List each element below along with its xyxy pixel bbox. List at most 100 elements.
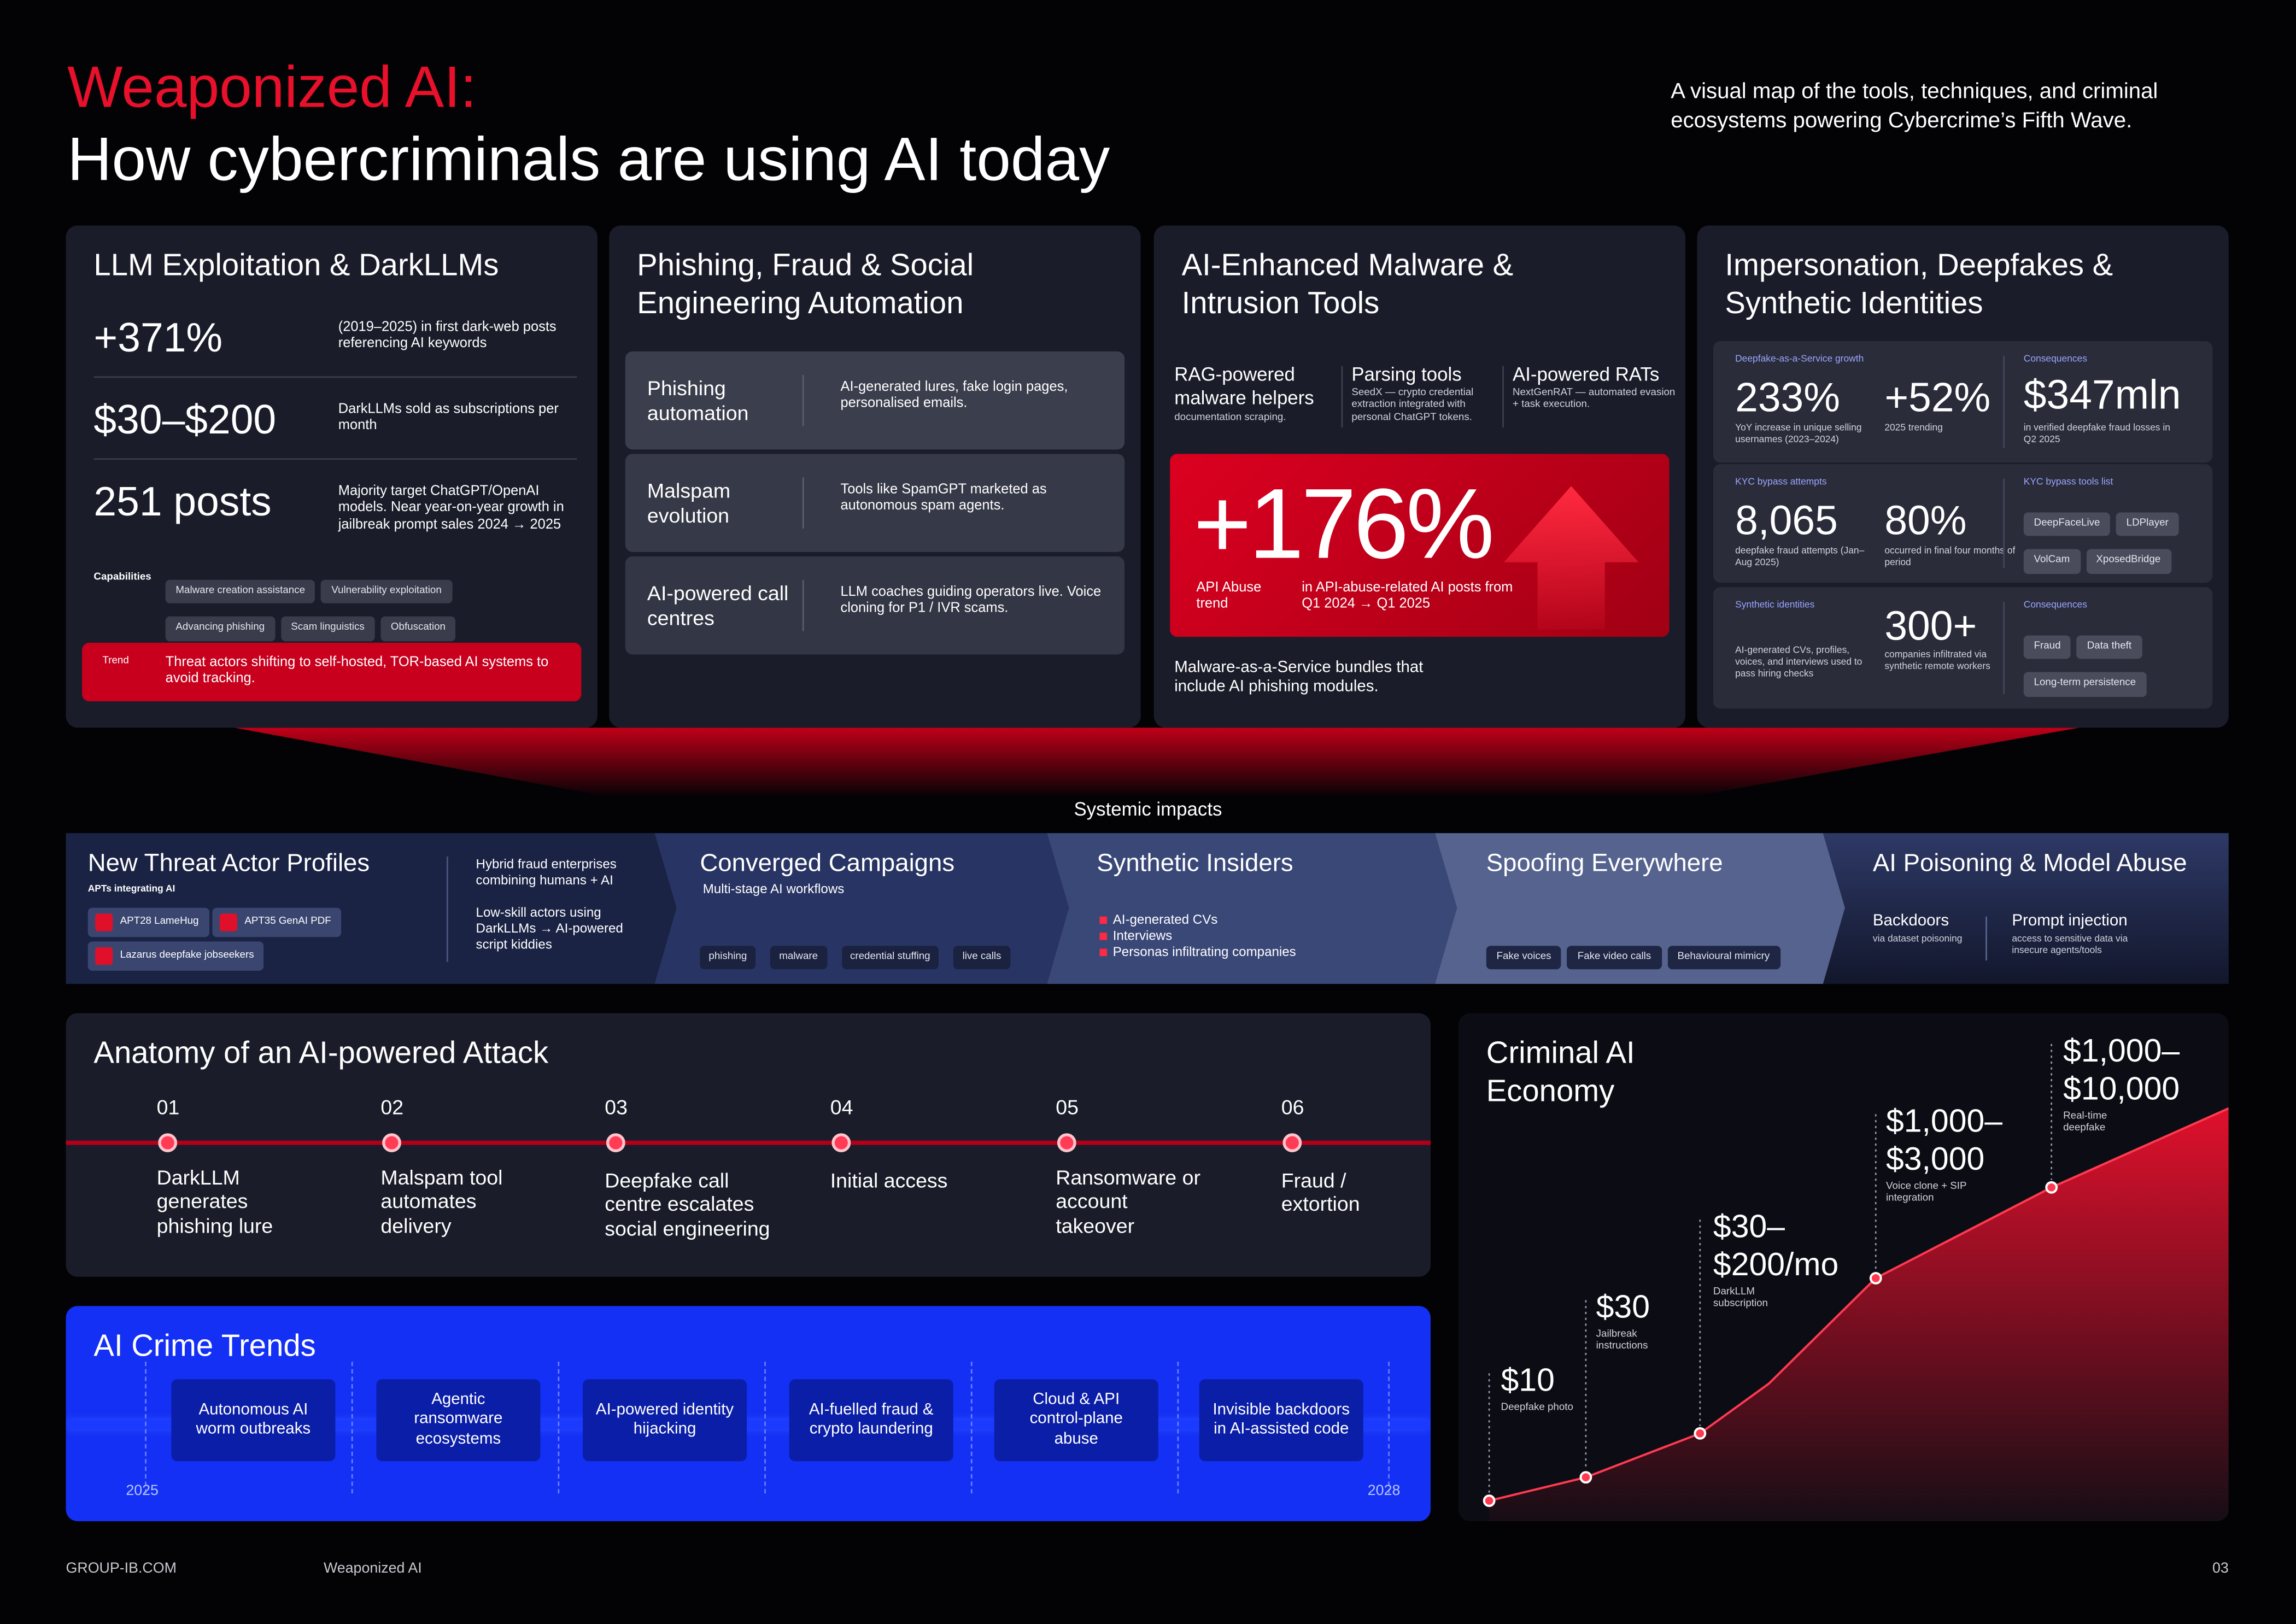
stat-value: +371% <box>93 314 223 360</box>
tick <box>1388 1362 1390 1494</box>
apt-icon <box>95 913 113 931</box>
tag: XposedBridge <box>2086 549 2171 574</box>
campaign-steps: phishing malware credential stuffing live c… <box>700 939 1024 976</box>
highlight-text: in API-abuse-related AI posts from Q1 20… <box>1302 579 1513 613</box>
capabilities-label: Capabilities <box>93 572 151 583</box>
row-text: LLM coaches guiding operators live. Voic… <box>840 584 1102 617</box>
step-num: 05 <box>1056 1095 1079 1119</box>
card: Phishing, Fraud & Social Engineering Aut… <box>609 225 1141 728</box>
apt-name: APT28 LameHug <box>120 916 199 927</box>
tag: Fake video calls <box>1567 946 1662 970</box>
tag: Long-term persistence <box>2023 672 2146 697</box>
divider <box>2003 355 2005 448</box>
divider <box>446 856 448 962</box>
insider-item: Personas infiltrating companies <box>1112 944 1296 959</box>
glow <box>234 728 2080 798</box>
stat-text: DarkLLMs sold as subscriptions per month <box>338 401 559 434</box>
apt-chip: APT35 GenAI PDF <box>212 907 342 937</box>
step-num: 06 <box>1281 1095 1304 1119</box>
highlight: +176% API Abuse trend in API-abuse-related… <box>1170 454 1670 637</box>
actor-note: Low-skill actors using DarkLLMs → AI-pow… <box>476 905 623 951</box>
step-dot <box>1282 1133 1302 1153</box>
step-text: Fraud / extortion <box>1281 1168 1360 1216</box>
highlight-value: +176% <box>1193 468 1495 580</box>
card: Impersonation, Deepfakes & Synthetic Ide… <box>1697 225 2229 728</box>
divider <box>2003 601 2005 694</box>
tick <box>351 1362 353 1494</box>
tag: Vulnerability exploitation <box>321 579 452 604</box>
divider <box>802 374 804 426</box>
card-title: LLM Exploitation & DarkLLMs <box>93 249 499 283</box>
card: Anatomy of an AI-powered Attack 01 DarkLLM… <box>66 1013 1431 1277</box>
stat-value: 80% <box>1884 497 1967 543</box>
row: Phishing automation AI-generated lures, f… <box>625 351 1125 450</box>
footer-doc: Weaponized AI <box>323 1561 422 1577</box>
bullet <box>1099 948 1107 957</box>
trend-label: Trend <box>102 655 129 666</box>
tag: VolCam <box>2023 549 2080 574</box>
highlight-label: API Abuse trend <box>1196 579 1262 613</box>
tag: LDPlayer <box>2116 512 2179 537</box>
tool-text: NextGenRAT — automated evasion + task ex… <box>1512 388 1676 411</box>
tag: Malware creation assistance <box>165 579 315 604</box>
side-text: in verified deepfake fraud losses in Q2 … <box>2023 423 2170 445</box>
tag: Data theft <box>2077 635 2142 660</box>
segment <box>1823 833 2229 984</box>
stat-value: 251 posts <box>93 478 272 524</box>
card-title: Impersonation, Deepfakes & Synthetic Ide… <box>1725 249 2113 321</box>
card: AI Crime Trends Autonomous AI worm outbre… <box>66 1306 1431 1522</box>
card-title: AI Crime Trends <box>93 1329 316 1363</box>
footer-page: 03 <box>2212 1561 2229 1577</box>
apt-icon <box>219 913 237 931</box>
stat-value: 8,065 <box>1735 497 1838 543</box>
step: credential stuffing <box>841 946 939 970</box>
step: malware <box>770 946 827 970</box>
step-text: DarkLLM generates phishing lure <box>156 1165 273 1237</box>
trend-item: Autonomous AI worm outbreaks <box>171 1379 336 1462</box>
step-dot <box>158 1133 178 1153</box>
side-label: Consequences <box>2023 600 2087 611</box>
segment-title: Synthetic Insiders <box>1097 849 1293 877</box>
stat-text: deepfake fraud attempts (Jan–Aug 2025) <box>1735 546 1865 568</box>
block-text: AI-generated CVs, profiles, voices, and … <box>1735 646 1862 679</box>
tick <box>970 1362 973 1494</box>
step-text: Deepfake call centre escalates social en… <box>605 1168 770 1240</box>
step-num: 04 <box>830 1095 853 1119</box>
bullet <box>1099 933 1107 940</box>
step-num: 02 <box>380 1095 404 1119</box>
side-label: KYC bypass tools list <box>2023 477 2113 488</box>
tool-text: SeedX — crypto credential extraction int… <box>1351 388 1474 423</box>
block: KYC bypass attempts 8,065 deepfake fraud a… <box>1713 464 2213 583</box>
card-title: Criminal AI Economy <box>1486 1036 1635 1109</box>
subtitle: How cybercriminals are using AI today <box>67 124 1110 194</box>
stat-text: 2025 trending <box>1884 423 1943 433</box>
title: Weaponized AI: <box>67 55 477 120</box>
apt-name: APT35 GenAI PDF <box>244 916 331 927</box>
segment-subtitle: Multi-stage AI workflows <box>702 881 845 896</box>
card: Criminal AI Economy $10 Deepfake photo $30 J… <box>1458 1013 2229 1522</box>
note: Malware-as-a-Service bundles that includ… <box>1174 659 1424 696</box>
stat-text: occurred in final four months of period <box>1884 546 2016 568</box>
card: LLM Exploitation & DarkLLMs +371% (2019–20… <box>66 225 598 728</box>
apt-name: Lazarus deepfake jobseekers <box>120 950 254 961</box>
tick <box>1177 1362 1179 1494</box>
price: $10 <box>1501 1362 1555 1399</box>
bullet <box>1099 916 1107 924</box>
apt-chip: Lazarus deepfake jobseekers <box>87 941 265 971</box>
tool-name: AI-powered RATs <box>1512 363 1660 385</box>
arrow <box>1503 486 1639 630</box>
row-name: Phishing automation <box>647 376 749 425</box>
area <box>1489 1108 2229 1522</box>
tagline: A visual map of the tools, techniques, a… <box>1671 79 2158 133</box>
card-title: AI-Enhanced Malware & Intrusion Tools <box>1181 249 1514 321</box>
stat-text: Majority target ChatGPT/OpenAI models. N… <box>338 483 564 533</box>
price-text: Deepfake photo <box>1501 1403 1573 1413</box>
point <box>2045 1181 2058 1194</box>
side-value: $347mln <box>2023 372 2181 418</box>
stat-value: 233% <box>1735 374 1840 420</box>
tick <box>558 1362 560 1494</box>
row-text: Tools like SpamGPT marketed as autonomou… <box>840 482 1047 515</box>
segment-title: Spoofing Everywhere <box>1486 849 1723 877</box>
year-start: 2025 <box>126 1483 159 1499</box>
